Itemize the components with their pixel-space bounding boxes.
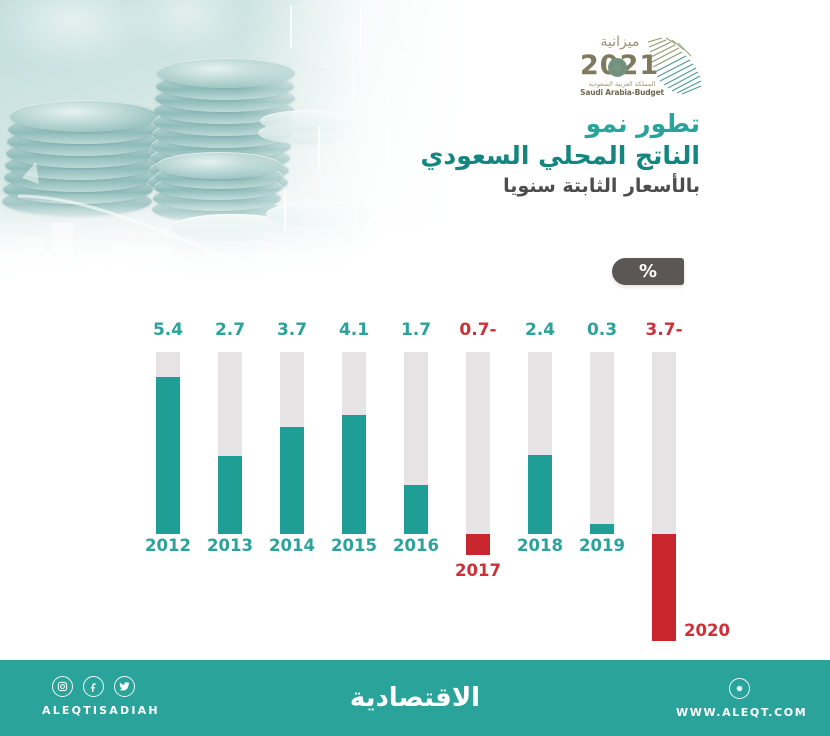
year-label-2012: 2012 bbox=[145, 536, 191, 555]
value-label-2014: 3.7 bbox=[276, 320, 308, 340]
percent-unit-badge: % bbox=[612, 258, 684, 285]
logo-subtitle-english: Saudi Arabia-Budget bbox=[580, 88, 664, 97]
bar-fill-2016 bbox=[404, 485, 428, 534]
bar-fill-2012 bbox=[156, 377, 180, 534]
value-label-2016: 1.7 bbox=[400, 320, 432, 340]
bar-fill-2020 bbox=[652, 534, 676, 641]
social-icons-group bbox=[52, 676, 135, 697]
value-label-2020: 3.7- bbox=[645, 320, 683, 340]
value-label-2018: 2.4 bbox=[524, 320, 556, 340]
year-label-2013: 2013 bbox=[207, 536, 253, 555]
headline-line-3: بالأسعار الثابتة سنويا bbox=[503, 175, 700, 197]
year-label-2019: 2019 bbox=[579, 536, 625, 555]
bar-fill-2015 bbox=[342, 415, 366, 534]
year-label-2020: 2020 bbox=[684, 621, 730, 640]
value-label-2012: 5.4 bbox=[152, 320, 184, 340]
facebook-icon[interactable] bbox=[83, 676, 104, 697]
logo-rosette-icon bbox=[608, 58, 627, 77]
bar-fill-2014 bbox=[280, 427, 304, 534]
twitter-icon[interactable] bbox=[114, 676, 135, 697]
website-url[interactable]: WWW.ALEQT.COM bbox=[676, 706, 808, 719]
value-label-2015: 4.1 bbox=[338, 320, 370, 340]
logo-arabic-word: ميزانية bbox=[600, 34, 640, 50]
headline-line-1: تطور نمو bbox=[585, 109, 700, 138]
coins-hero-image bbox=[0, 0, 470, 282]
hero-fade-bottom bbox=[0, 192, 470, 282]
year-label-2017: 2017 bbox=[455, 561, 501, 580]
year-label-2018: 2018 bbox=[517, 536, 563, 555]
year-label-2014: 2014 bbox=[269, 536, 315, 555]
value-label-2019: 0.3 bbox=[586, 320, 618, 340]
social-handle: ALEQTISADIAH bbox=[42, 704, 160, 717]
value-label-2017: 0.7- bbox=[459, 320, 497, 340]
headline-line-2: الناتج المحلي السعودي bbox=[420, 141, 700, 170]
bar-fill-2017 bbox=[466, 534, 490, 555]
footer-bar: ALEQTISADIAH الاقتصادية WWW.ALEQT.COM bbox=[0, 660, 830, 736]
bar-fill-2019 bbox=[590, 524, 614, 534]
aleqtisadiah-brand-logo: الاقتصادية bbox=[349, 683, 481, 713]
instagram-icon[interactable] bbox=[52, 676, 73, 697]
bar-fill-2018 bbox=[528, 455, 552, 534]
logo-subtitle-arabic: المملكة العربية السعودية bbox=[588, 80, 656, 88]
website-globe-icon bbox=[729, 678, 750, 699]
headline-block: تطور نمو الناتج المحلي السعودي بالأسعار … bbox=[420, 108, 700, 201]
saudi-budget-2021-logo: ميزانية 2021 المملكة العربية السعودية Sa… bbox=[578, 32, 706, 108]
bar-track-2017 bbox=[466, 352, 490, 534]
year-label-2016: 2016 bbox=[393, 536, 439, 555]
gdp-growth-bar-chart: 5.4 2012 2.7 2013 3.7 2014 4.1 2015 1.7 2016 0.7- 2… bbox=[145, 320, 730, 641]
year-label-2015: 2015 bbox=[331, 536, 377, 555]
saudi-map-icon bbox=[647, 37, 702, 95]
bar-fill-2013 bbox=[218, 456, 242, 534]
bar-track-2019 bbox=[590, 352, 614, 534]
bar-track-2020 bbox=[652, 352, 676, 534]
value-label-2013: 2.7 bbox=[214, 320, 246, 340]
